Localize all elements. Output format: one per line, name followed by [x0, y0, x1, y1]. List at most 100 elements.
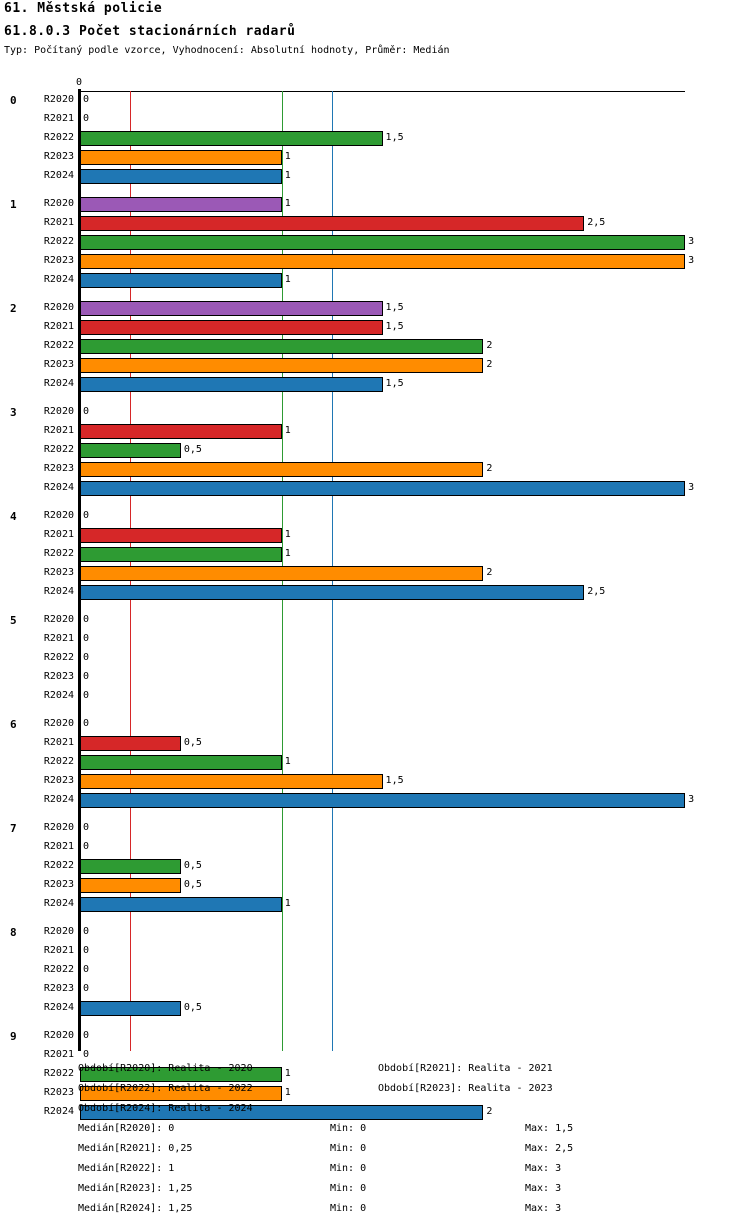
bar-value-label: 1	[284, 1087, 291, 1098]
bar[interactable]	[80, 1001, 181, 1016]
bar-track: 1,5	[80, 318, 750, 337]
bar[interactable]	[80, 301, 383, 316]
row-series-label: R2021	[43, 945, 74, 956]
bar-track: 1	[80, 1065, 750, 1084]
max-value: Max: 1,5	[525, 1123, 574, 1134]
bar-value-label: 3	[688, 255, 695, 266]
bar[interactable]	[80, 216, 585, 231]
bar-value-label: 0	[83, 1030, 90, 1041]
bar-value-label: 1	[284, 898, 291, 909]
bar-track: 1	[80, 422, 750, 441]
chart-row: R2024 3	[0, 479, 750, 498]
bar[interactable]	[80, 793, 686, 808]
bar[interactable]	[80, 424, 282, 439]
chart-row: R2023 1	[0, 148, 750, 167]
bar[interactable]	[80, 320, 383, 335]
bar[interactable]	[80, 585, 585, 600]
bar-value-label: 0	[83, 718, 90, 729]
chart-row: R2023 3	[0, 252, 750, 271]
bar[interactable]	[80, 736, 181, 751]
bar-track: 1,5	[80, 375, 750, 394]
bar[interactable]	[80, 547, 282, 562]
bar[interactable]	[80, 878, 181, 893]
chart-row: R2022 0	[0, 961, 750, 980]
bar-value-label: 1,5	[385, 378, 404, 389]
row-series-label: R2022	[43, 132, 74, 143]
bar[interactable]	[80, 273, 282, 288]
bar[interactable]	[80, 566, 484, 581]
row-series-label: R2020	[43, 302, 74, 313]
bar[interactable]	[80, 377, 383, 392]
bar[interactable]	[80, 131, 383, 146]
bar-track: 0	[80, 110, 750, 129]
bar[interactable]	[80, 1067, 282, 1082]
bar[interactable]	[80, 443, 181, 458]
bar-value-label: 1,5	[385, 132, 404, 143]
chart-row: R2022 1,5	[0, 129, 750, 148]
bar-track: 2	[80, 460, 750, 479]
row-series-label: R2024	[43, 586, 74, 597]
chart-row: 4 R2020 0	[0, 507, 750, 526]
statistics-row: Medián[R2023]: 1,25 Min: 0 Max: 3	[0, 1183, 750, 1203]
bar-track: 0	[80, 91, 750, 110]
chart-row: R2023 0,5	[0, 876, 750, 895]
group-separator	[0, 290, 750, 299]
median-value: Medián[R2021]: 0,25	[78, 1143, 193, 1154]
bar[interactable]	[80, 169, 282, 184]
bar[interactable]	[80, 1105, 484, 1120]
row-series-label: R2022	[43, 652, 74, 663]
row-series-label: R2023	[43, 151, 74, 162]
chart-row: R2022 1	[0, 753, 750, 772]
bar[interactable]	[80, 755, 282, 770]
bar[interactable]	[80, 1086, 282, 1101]
bar[interactable]	[80, 150, 282, 165]
bar[interactable]	[80, 774, 383, 789]
row-series-label: R2023	[43, 359, 74, 370]
bar-track: 2,5	[80, 583, 750, 602]
bar-track: 0	[80, 715, 750, 734]
bar[interactable]	[80, 897, 282, 912]
group-separator	[0, 498, 750, 507]
chart-row: R2024 3	[0, 791, 750, 810]
bar-value-label: 1,5	[385, 302, 404, 313]
bar-track: 0,5	[80, 876, 750, 895]
chart-row: R2021 0	[0, 1046, 750, 1065]
row-series-label: R2023	[43, 567, 74, 578]
group-separator	[0, 602, 750, 611]
bar-track: 0	[80, 668, 750, 687]
row-series-label: R2024	[43, 378, 74, 389]
bar-value-label: 0	[83, 964, 90, 975]
bar-value-label: 2	[486, 359, 493, 370]
bar[interactable]	[80, 859, 181, 874]
bar-value-label: 0	[83, 652, 90, 663]
bar[interactable]	[80, 462, 484, 477]
bar[interactable]	[80, 481, 686, 496]
chart-row: R2022 0	[0, 649, 750, 668]
chart-row: R2023 1,5	[0, 772, 750, 791]
row-series-label: R2021	[43, 425, 74, 436]
row-series-label: R2023	[43, 879, 74, 890]
report-subtitle: Typ: Počítaný podle vzorce, Vyhodnocení:…	[4, 45, 450, 56]
bar-value-label: 2	[486, 1106, 493, 1117]
bar[interactable]	[80, 254, 686, 269]
bar-value-label: 0,5	[183, 1002, 202, 1013]
group-separator	[0, 914, 750, 923]
bar[interactable]	[80, 339, 484, 354]
bar[interactable]	[80, 528, 282, 543]
bar-value-label: 0	[83, 614, 90, 625]
bar[interactable]	[80, 235, 686, 250]
bar-track: 1,5	[80, 129, 750, 148]
bar-track: 0,5	[80, 441, 750, 460]
group-number-label: 8	[10, 926, 17, 939]
bar-track: 1	[80, 1084, 750, 1103]
chart-row: R2021 1	[0, 422, 750, 441]
bar[interactable]	[80, 358, 484, 373]
chart-row: R2024 1	[0, 895, 750, 914]
bar-track: 1	[80, 526, 750, 545]
legend-entry: Období[R2023]: Realita - 2023	[378, 1083, 553, 1094]
chart-row: R2024 2	[0, 1103, 750, 1122]
chart-row: R2022 3	[0, 233, 750, 252]
bar-track: 0	[80, 630, 750, 649]
bar[interactable]	[80, 197, 282, 212]
bar-track: 1	[80, 271, 750, 290]
